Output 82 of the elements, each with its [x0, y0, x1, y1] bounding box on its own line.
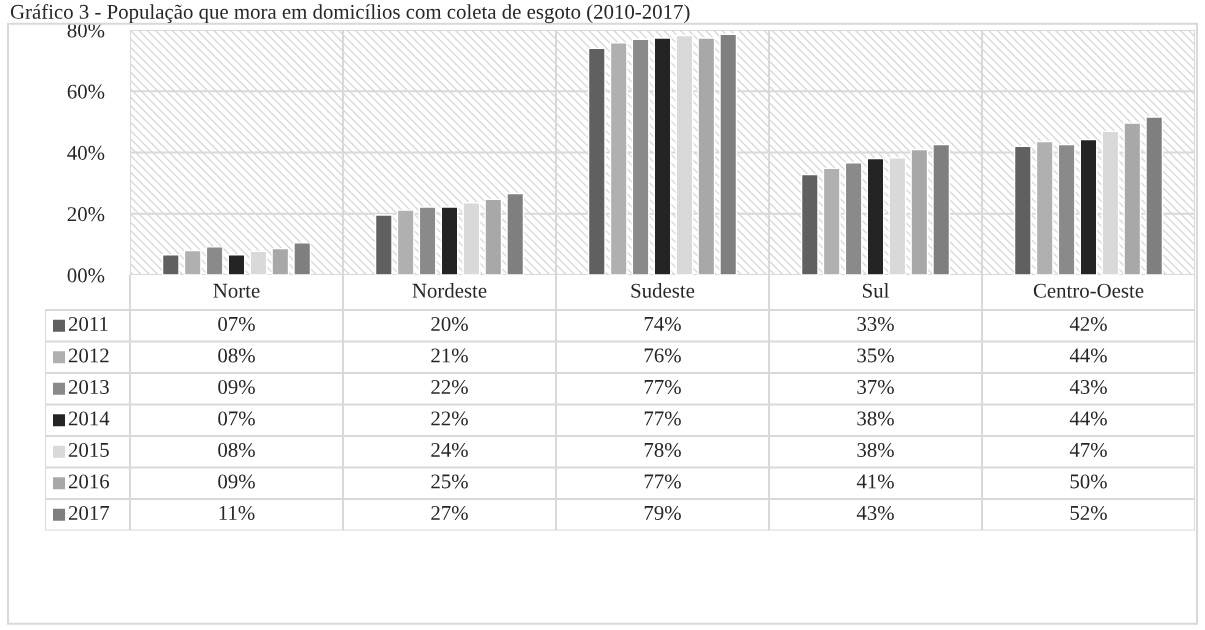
data-label: 33%: [857, 316, 894, 332]
data-label: 47%: [1069, 442, 1107, 458]
legend-label: 2015: [68, 442, 109, 457]
data-label: 27%: [431, 505, 468, 521]
data-label: 09%: [218, 379, 255, 395]
chart-title: Gráfico 3 - População que mora em domicílios com coleta de esgoto (2010-2017): [10, 4, 690, 24]
data-label: 35%: [857, 348, 894, 363]
bar: [271, 247, 290, 275]
data-label: 77%: [644, 411, 681, 426]
data-label: 21%: [431, 348, 468, 363]
data-label: 43%: [1069, 379, 1107, 395]
data-label: 50%: [1070, 474, 1107, 489]
bar: [1035, 140, 1054, 275]
x-tick-label: Centro-Oeste: [1033, 283, 1144, 298]
data-label: 24%: [431, 442, 468, 458]
data-label: 25%: [431, 474, 468, 489]
data-label: 78%: [644, 442, 681, 458]
x-tick-label: Sudeste: [631, 283, 695, 298]
data-label: 38%: [857, 442, 894, 458]
bar: [484, 198, 503, 275]
x-tick-label: Nordeste: [412, 283, 487, 298]
bar: [293, 242, 312, 275]
data-label: 08%: [218, 442, 255, 458]
bar: [440, 206, 459, 275]
bar: [822, 167, 841, 275]
bar: [227, 254, 246, 275]
data-label: 74%: [644, 316, 681, 332]
legend-label: 2017: [68, 505, 110, 520]
data-label: 52%: [1070, 505, 1107, 521]
data-label: 42%: [1069, 316, 1107, 332]
data-label: 20%: [431, 316, 468, 332]
data-label: 38%: [857, 411, 894, 426]
legend-label: 2012: [68, 348, 109, 363]
legend-label: 2016: [68, 474, 110, 489]
y-tick-label: 00%: [67, 268, 105, 283]
bar: [1079, 138, 1098, 275]
legend-label: 2013: [68, 379, 109, 394]
data-label: 43%: [856, 505, 894, 521]
data-label: 07%: [218, 316, 255, 332]
bar: [418, 206, 437, 275]
data-label: 08%: [218, 348, 255, 363]
bar: [1013, 145, 1032, 275]
bar: [1145, 116, 1164, 275]
bar: [866, 157, 885, 275]
data-label: 41%: [856, 474, 894, 489]
y-tick-label: 60%: [67, 84, 105, 99]
bar: [205, 246, 224, 275]
data-label: 76%: [644, 348, 681, 363]
bar: [161, 254, 180, 275]
bar: [1123, 122, 1142, 275]
data-label: 37%: [857, 379, 894, 395]
bar: [396, 209, 415, 275]
legend-label: 2014: [68, 411, 110, 426]
bar: [506, 192, 525, 275]
bar: [587, 47, 606, 275]
bar: [631, 38, 650, 275]
data-label: 22%: [431, 379, 468, 395]
bar: [653, 37, 672, 275]
data-label: 07%: [218, 411, 255, 426]
data-label: 77%: [644, 474, 681, 489]
bar: [609, 42, 628, 275]
data-label: 79%: [644, 505, 681, 521]
data-label: 22%: [431, 411, 468, 426]
bar: [844, 162, 863, 275]
data-label: 09%: [218, 474, 255, 489]
x-tick-label: Norte: [213, 283, 260, 298]
bar: [932, 143, 951, 275]
bar: [697, 37, 716, 275]
bar: [1057, 143, 1076, 275]
x-tick-label: Sul: [863, 283, 889, 298]
y-tick-label: 40%: [67, 145, 105, 160]
bar: [719, 33, 738, 275]
bar: [374, 214, 393, 275]
bar: [183, 249, 202, 275]
data-label: 11%: [219, 505, 255, 521]
bar: [910, 148, 929, 275]
data-label: 44%: [1069, 348, 1107, 363]
bar: [800, 173, 819, 275]
legend-label: 2011: [68, 316, 108, 331]
y-tick-label: 20%: [67, 207, 105, 222]
data-label: 77%: [644, 379, 681, 395]
data-label: 44%: [1069, 411, 1107, 426]
